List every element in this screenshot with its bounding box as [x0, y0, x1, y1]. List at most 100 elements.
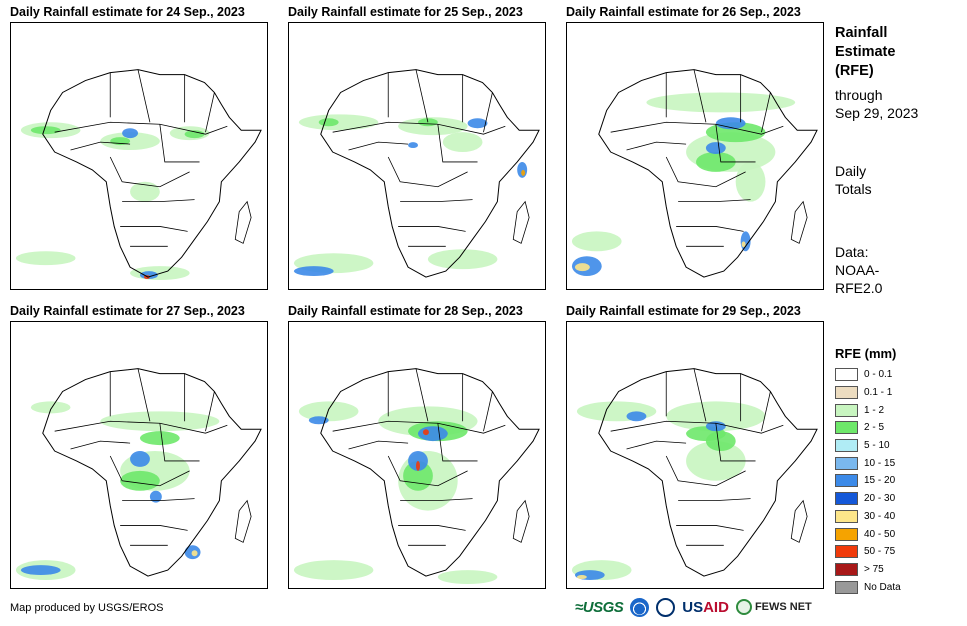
country-border: [678, 199, 751, 203]
africa-map: [15, 69, 262, 281]
coastline: [598, 69, 818, 278]
country-border: [387, 156, 468, 188]
legend-label: 15 - 20: [864, 475, 896, 487]
rainfall-map: [566, 321, 824, 589]
legend-label: 10 - 15: [864, 457, 896, 469]
usaid-logo: USAID: [682, 598, 729, 616]
country-border: [120, 226, 188, 232]
country-border: [665, 156, 746, 188]
country-border: [348, 440, 409, 450]
madagascar: [512, 499, 530, 543]
africa-map: [293, 368, 540, 584]
country-border: [610, 420, 784, 434]
legend-label: 0 - 0.1: [864, 369, 893, 381]
legend-item: 2 - 5: [835, 419, 901, 437]
legend-label: 50 - 75: [864, 546, 896, 558]
coastline: [42, 368, 262, 577]
country-border: [676, 525, 744, 531]
rainfall-map: [288, 321, 546, 589]
legend-swatch: [835, 403, 858, 417]
rainfall-area: [416, 460, 420, 471]
fews-net-logo: FEWS NET: [735, 599, 812, 615]
legend-swatch: [835, 562, 858, 576]
country-border: [626, 141, 687, 151]
rainfall-area: [139, 431, 180, 446]
rainfall-area: [15, 251, 76, 266]
rainfall-area: [130, 451, 150, 467]
legend-item: 15 - 20: [835, 472, 901, 490]
legend-item: 0 - 0.1: [835, 366, 901, 384]
country-border: [715, 423, 756, 462]
map-credit: Map produced by USGS/EROS: [10, 602, 164, 614]
country-border: [400, 498, 473, 502]
country-border: [332, 420, 506, 434]
legend-swatch: [835, 474, 858, 488]
rainfall-area: [30, 401, 71, 414]
madagascar: [790, 499, 808, 543]
rainfall-area: [30, 126, 61, 135]
legend-item: No Data: [835, 578, 901, 596]
rainfall-area: [293, 560, 374, 581]
legend-swatch: [835, 545, 858, 559]
legend-swatch: [835, 456, 858, 470]
country-border: [437, 423, 478, 462]
usaid-seal-icon: [656, 597, 676, 617]
africa-map: [293, 69, 540, 278]
rainfall-map: [566, 22, 824, 290]
rainfall-area: [100, 411, 220, 432]
data-source: Data: NOAA- RFE2.0: [835, 244, 883, 296]
country-border: [137, 368, 151, 422]
legend-swatch: [835, 527, 858, 541]
fews-globe-icon: [735, 599, 752, 615]
legend-swatch: [835, 386, 858, 400]
rainfall-area: [191, 550, 198, 557]
rainfall-area: [741, 241, 746, 248]
rainfall-area: [574, 263, 590, 272]
country-border: [205, 92, 215, 133]
totals-label: Daily Totals: [835, 163, 872, 197]
rainfall-area: [398, 117, 468, 136]
rainfall-area: [576, 575, 587, 580]
rainfall-area: [298, 401, 359, 422]
country-border: [70, 141, 131, 151]
rainfall-area: [20, 565, 61, 576]
madagascar: [790, 200, 808, 244]
rainfall-area: [184, 130, 205, 139]
legend-item: > 75: [835, 561, 901, 579]
country-border: [387, 455, 468, 487]
rfe-title: Rainfall Estimate (RFE): [835, 25, 896, 79]
rainfall-area: [149, 490, 162, 503]
rainfall-area: [427, 249, 498, 270]
rainfall-area: [422, 429, 429, 436]
country-border: [159, 423, 200, 462]
country-border: [437, 124, 478, 163]
legend-swatch: [835, 439, 858, 453]
legend-swatch: [835, 580, 858, 594]
coastline: [42, 69, 262, 278]
legend-label: No Data: [864, 581, 901, 593]
legend-item: 1 - 2: [835, 401, 901, 419]
noaa-logo-icon: [630, 597, 650, 617]
legend-swatch: [835, 421, 858, 435]
legend-label: > 75: [864, 563, 884, 575]
panel-title: Daily Rainfall estimate for 25 Sep., 202…: [288, 5, 523, 19]
africa-map: [571, 368, 818, 581]
legend-item: 0.1 - 1: [835, 384, 901, 402]
rainfall-area: [521, 169, 526, 176]
rainfall-area: [467, 118, 488, 129]
legend-title: RFE (mm): [835, 346, 897, 361]
rainfall-area: [695, 152, 736, 172]
rainfall-area: [437, 570, 498, 584]
rainfall-area: [417, 426, 448, 442]
country-border: [398, 226, 466, 232]
country-border: [483, 92, 493, 133]
coastline: [320, 69, 540, 278]
country-border: [159, 124, 200, 163]
coastline: [320, 368, 540, 577]
rainfall-area: [293, 266, 334, 277]
usgs-logo: ≈USGS: [575, 598, 624, 616]
rainfall-area: [120, 470, 160, 491]
country-border: [415, 69, 429, 123]
country-border: [348, 141, 409, 151]
legend-swatch: [835, 509, 858, 523]
